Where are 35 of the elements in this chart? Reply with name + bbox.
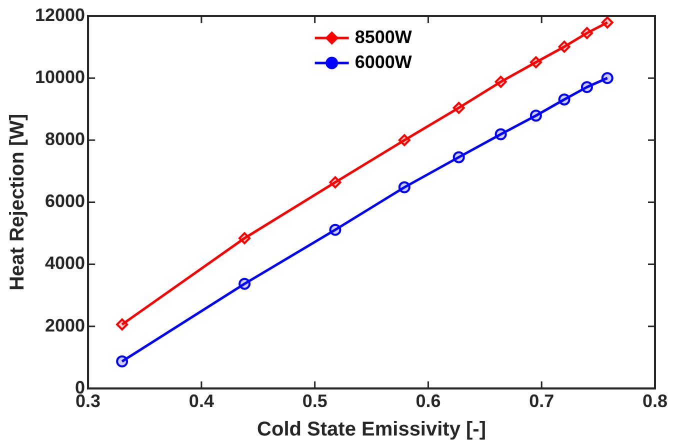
point: [398, 181, 410, 194]
point: [116, 318, 128, 330]
y-tick-label: 10000: [34, 67, 86, 88]
point: [452, 151, 465, 164]
x-tick-label: 0.5: [302, 391, 328, 412]
point: [329, 224, 342, 236]
point: [601, 72, 614, 84]
x-tick-label: 0.8: [642, 391, 668, 412]
x-axis-title: Cold State Emissivity [-]: [257, 418, 486, 441]
y-tick-label: 2000: [45, 315, 86, 336]
x-tick-label: 0.4: [188, 391, 214, 412]
point: [452, 102, 465, 114]
point: [580, 81, 593, 94]
y-tick-label: 12000: [34, 4, 86, 25]
point: [601, 16, 614, 29]
point: [238, 278, 251, 290]
y-tick-label: 8000: [45, 129, 86, 150]
point: [530, 110, 542, 122]
y-tick-label: 6000: [45, 191, 86, 212]
point: [238, 232, 251, 244]
x-tick-label: 0.6: [416, 391, 441, 412]
point: [494, 76, 507, 88]
legend-label: 6000W: [354, 52, 412, 72]
x-tick-label: 0.7: [529, 391, 554, 412]
point: [329, 176, 342, 188]
point: [558, 40, 570, 53]
point: [530, 56, 542, 68]
legend-label: 8500W: [354, 26, 412, 47]
point: [580, 27, 593, 40]
point: [398, 134, 410, 146]
y-tick-label: 4000: [45, 253, 86, 274]
point: [494, 128, 507, 140]
point: [558, 93, 570, 106]
point: [116, 355, 128, 368]
y-axis-title: Heat Rejection [W]: [6, 114, 29, 291]
